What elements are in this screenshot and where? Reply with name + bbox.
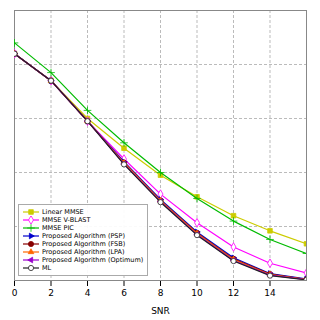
svg-text:SNR: SNR <box>151 306 170 316</box>
html-text:Proposed Algorithm (LPA): Proposed Algorithm (LPA) <box>42 248 125 256</box>
svg-text:6: 6 <box>121 288 127 298</box>
svg-text:0: 0 <box>12 288 18 298</box>
svg-text:4: 4 <box>85 288 91 298</box>
svg-text:10: 10 <box>191 288 203 298</box>
html-text:MMSE PIC: MMSE PIC <box>42 224 74 232</box>
svg-text:12: 12 <box>228 288 239 298</box>
svg-text:8: 8 <box>158 288 164 298</box>
html-text:Proposed Algorithm (PSP): Proposed Algorithm (PSP) <box>42 232 125 240</box>
html-text:Proposed Algorithm (FSB): Proposed Algorithm (FSB) <box>42 240 126 248</box>
html-text:Proposed Algorithm (Optimum): Proposed Algorithm (Optimum) <box>42 256 144 264</box>
html-text:ML: ML <box>42 264 52 272</box>
html-text:MMSE V-BLAST: MMSE V-BLAST <box>42 216 91 224</box>
svg-text:2: 2 <box>48 288 54 298</box>
html-text:Linear MMSE: Linear MMSE <box>42 208 84 216</box>
svg-text:14: 14 <box>264 288 276 298</box>
